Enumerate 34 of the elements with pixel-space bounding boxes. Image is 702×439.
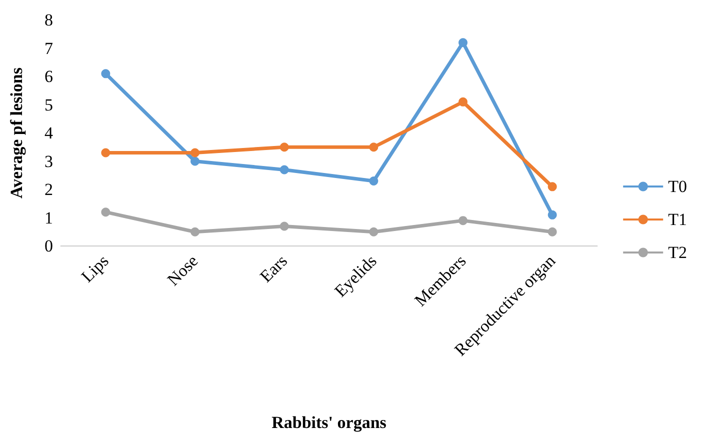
point bbox=[190, 227, 200, 236]
point bbox=[548, 182, 557, 192]
y-tick-label: 7 bbox=[44, 38, 54, 58]
point bbox=[280, 222, 289, 231]
point bbox=[548, 227, 557, 236]
point bbox=[280, 142, 289, 152]
x-tick-label: Ears bbox=[256, 251, 292, 286]
y-tick-label: 6 bbox=[44, 67, 53, 86]
point bbox=[190, 156, 200, 166]
x-axis-title: Rabbits' organs bbox=[272, 413, 387, 432]
point bbox=[190, 148, 200, 158]
point bbox=[548, 210, 557, 220]
point bbox=[369, 142, 378, 152]
y-axis-title: Average pf lesions bbox=[7, 67, 26, 198]
point bbox=[101, 69, 110, 78]
point bbox=[101, 208, 110, 217]
point bbox=[458, 216, 468, 226]
point bbox=[280, 165, 289, 174]
legend-label: T1 bbox=[668, 210, 688, 229]
y-tick-label: 0 bbox=[44, 236, 53, 256]
point bbox=[369, 227, 378, 236]
y-tick-label: 4 bbox=[44, 124, 54, 142]
y-tick-label: 1 bbox=[44, 208, 53, 228]
y-tick-label: 2 bbox=[44, 180, 53, 199]
legend-label: T0 bbox=[668, 177, 688, 196]
point bbox=[458, 38, 468, 48]
legend-label: T2 bbox=[668, 243, 688, 262]
y-tick-label: 3 bbox=[44, 152, 53, 171]
x-tick-label: Lips bbox=[78, 251, 112, 286]
y-tick-label: 8 bbox=[44, 10, 53, 30]
point bbox=[101, 148, 110, 158]
point bbox=[458, 97, 468, 106]
y-tick-label: 5 bbox=[44, 95, 53, 114]
point bbox=[369, 176, 378, 186]
